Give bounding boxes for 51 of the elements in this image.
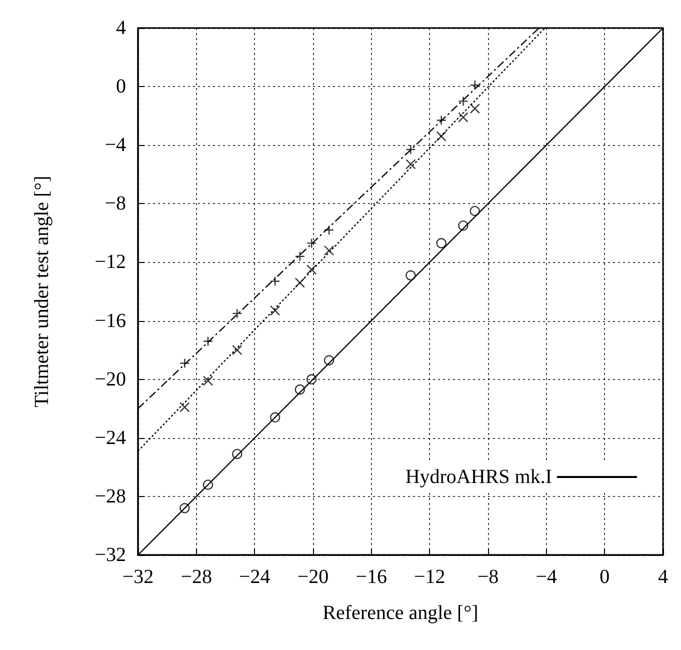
point (270, 305, 280, 316)
y-tick-label: −4 (104, 134, 126, 156)
point (202, 480, 214, 490)
y-tick-label: 0 (116, 76, 126, 98)
point (294, 251, 305, 262)
point (270, 412, 280, 422)
legend-label: HydroAHRS mk.I (405, 466, 552, 488)
point (232, 344, 242, 356)
point (306, 374, 317, 384)
point (294, 278, 305, 288)
point (324, 245, 334, 256)
point (436, 131, 446, 142)
y-tick-label: 4 (116, 17, 126, 39)
point (232, 448, 242, 460)
point (406, 144, 416, 155)
x-tick-label: −28 (180, 566, 212, 588)
point (180, 402, 190, 412)
y-axis-title: Tiltmeter under test angle [°] (31, 176, 53, 408)
y-tick-label: −16 (94, 310, 126, 332)
point (306, 264, 317, 275)
point (270, 276, 280, 286)
y-tick-label: −32 (94, 544, 126, 566)
x-tick-label: −12 (414, 566, 446, 588)
point (436, 238, 446, 248)
point (458, 112, 468, 122)
y-tick-label: −24 (94, 426, 126, 449)
x-axis-title: Reference angle [°] (322, 602, 478, 624)
x-tick-label: −16 (356, 566, 387, 588)
point (458, 96, 468, 106)
point (306, 238, 317, 248)
y-tick-label: −20 (94, 368, 126, 390)
point (202, 336, 214, 346)
x-tick-label: −8 (477, 566, 499, 588)
point (458, 220, 468, 231)
x-tick-label: −24 (239, 566, 270, 588)
x-tick-label: −4 (536, 566, 557, 588)
point (406, 270, 416, 280)
point (470, 206, 480, 216)
x-tick-label: −20 (297, 566, 329, 588)
y-tick-label: −8 (104, 192, 126, 215)
point (180, 503, 190, 514)
point (470, 103, 480, 114)
point (202, 376, 214, 386)
y-tick-label: −28 (94, 485, 126, 508)
y-tick-label: −12 (94, 251, 126, 274)
point (406, 159, 416, 170)
x-tick-label: 0 (600, 566, 610, 588)
point (324, 355, 334, 366)
x-tick-label: 4 (658, 566, 668, 588)
point (324, 224, 334, 236)
point (294, 384, 305, 395)
